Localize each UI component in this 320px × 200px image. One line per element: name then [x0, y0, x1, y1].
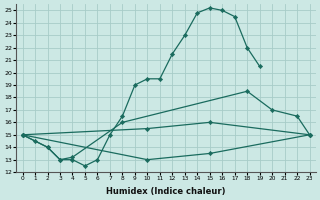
X-axis label: Humidex (Indice chaleur): Humidex (Indice chaleur)	[106, 187, 226, 196]
